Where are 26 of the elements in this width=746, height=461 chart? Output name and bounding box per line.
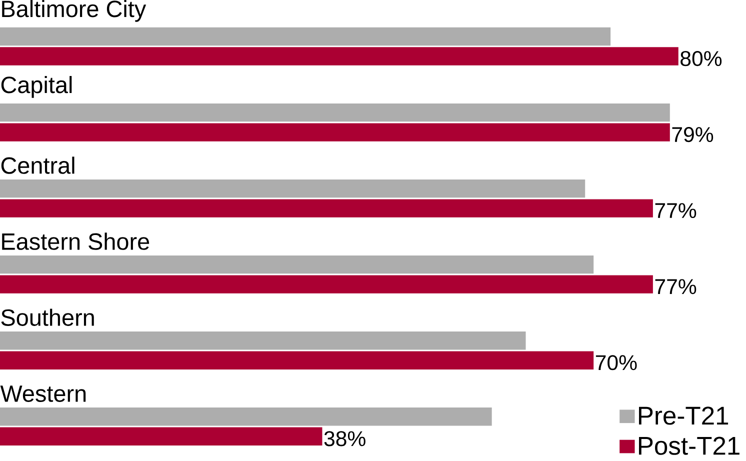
bar xyxy=(0,123,670,142)
bar xyxy=(0,408,492,426)
bar xyxy=(0,276,653,294)
bar xyxy=(0,332,526,350)
data-label: 79% xyxy=(672,127,714,142)
legend-label: Pre-T21 xyxy=(638,406,728,426)
data-label: 77% xyxy=(655,203,696,218)
legend-label: Post-T21 xyxy=(638,437,740,456)
data-label: 77% xyxy=(655,279,696,294)
bar xyxy=(0,180,586,198)
y-tick-label: Southern xyxy=(1,308,94,326)
bar xyxy=(0,352,594,370)
y-tick-label: Baltimore City xyxy=(2,0,146,22)
y-tick-label: Western xyxy=(0,386,86,402)
bar xyxy=(0,199,653,218)
data-label: 38% xyxy=(324,431,366,446)
bar xyxy=(0,256,594,274)
data-label: 80% xyxy=(680,51,722,66)
bar xyxy=(0,104,670,122)
y-tick-label: Central xyxy=(1,156,74,174)
data-label: 70% xyxy=(596,355,637,370)
bar xyxy=(0,28,611,46)
bar xyxy=(0,428,322,446)
y-tick-label: Eastern Shore xyxy=(2,232,150,250)
y-tick-label: Capital xyxy=(1,76,72,98)
bar xyxy=(0,47,678,66)
